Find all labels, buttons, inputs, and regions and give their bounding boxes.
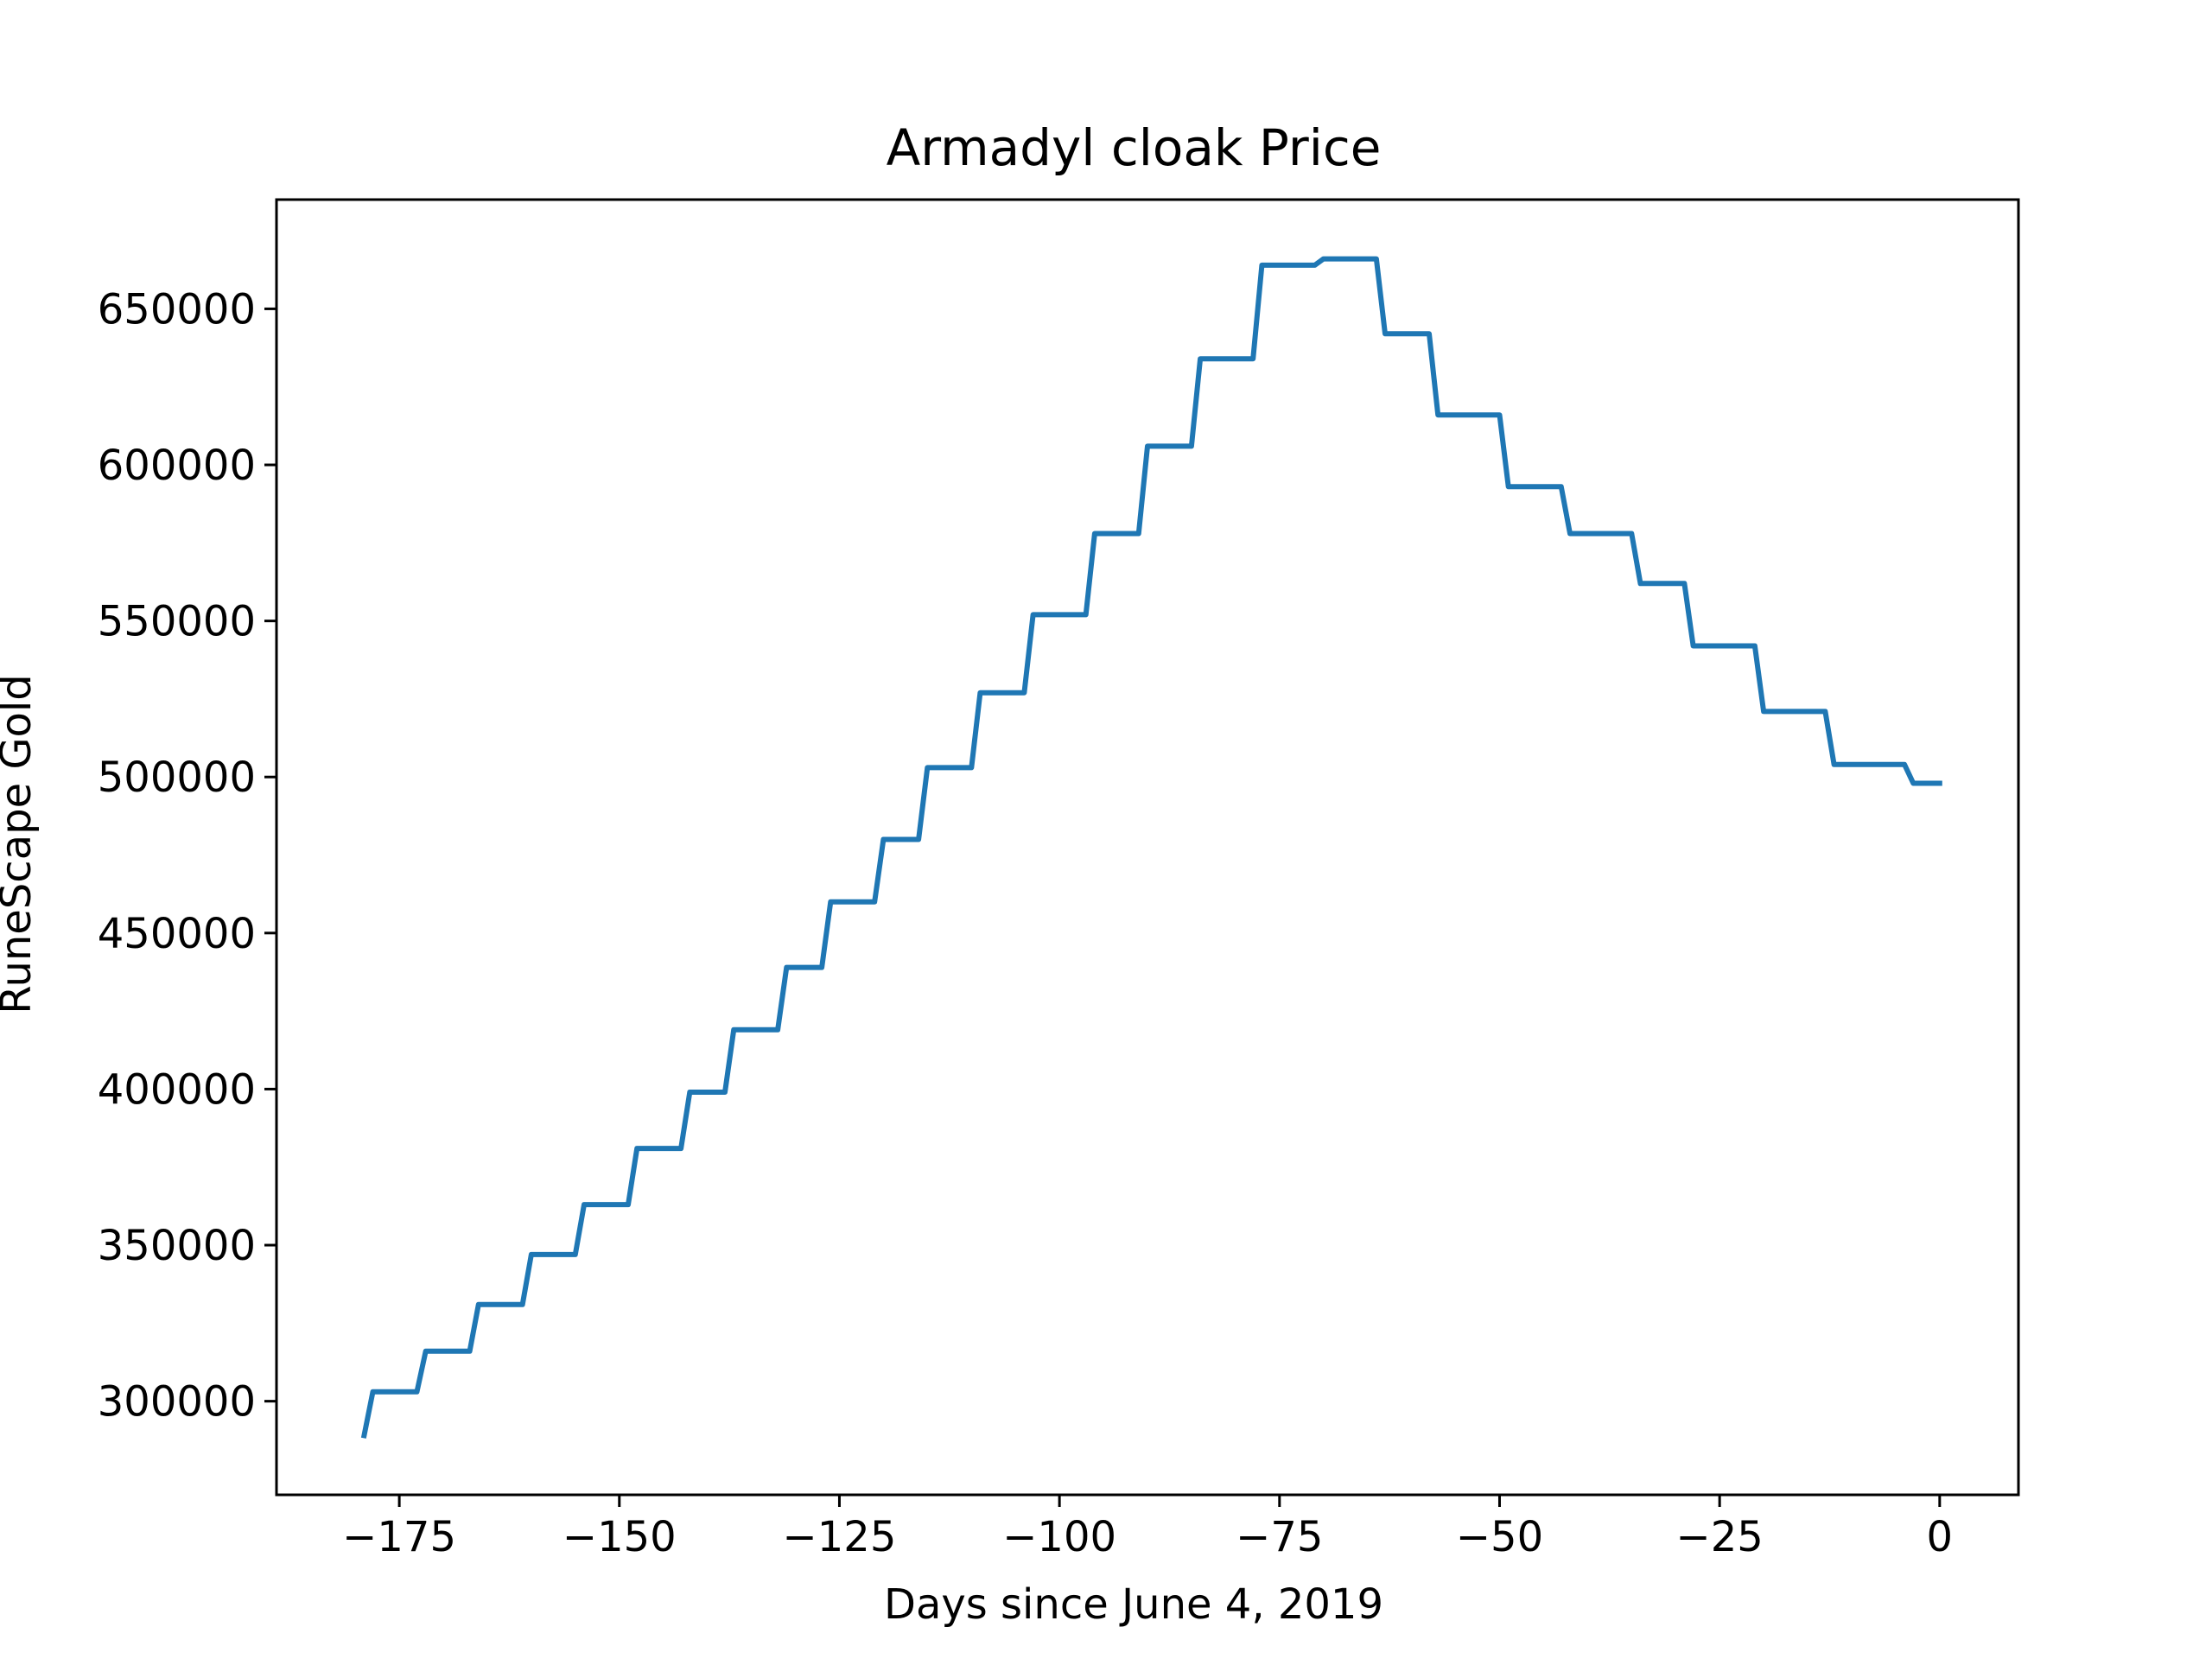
x-tick-label: −150 bbox=[563, 1513, 677, 1561]
y-tick-label: 450000 bbox=[98, 910, 256, 958]
y-tick-label: 400000 bbox=[98, 1065, 256, 1114]
x-axis-ticks: −175 −150 −125 −100 −75 −50 −25 0 bbox=[342, 1495, 1953, 1561]
x-tick-label: 0 bbox=[1927, 1513, 1954, 1561]
y-axis-ticks: 300000 350000 400000 450000 500000 550000 6000… bbox=[98, 285, 276, 1427]
y-tick-label: 500000 bbox=[98, 753, 256, 802]
y-axis-label: RuneScape Gold bbox=[0, 674, 41, 1014]
y-tick-label: 350000 bbox=[98, 1222, 256, 1270]
y-tick-label: 650000 bbox=[98, 285, 256, 334]
axes-frame bbox=[275, 198, 2020, 1497]
x-tick-label: −100 bbox=[1002, 1513, 1116, 1561]
x-tick-label: −125 bbox=[783, 1513, 897, 1561]
x-tick-label: −175 bbox=[342, 1513, 456, 1561]
x-tick-label: −25 bbox=[1676, 1513, 1764, 1561]
plot-area bbox=[275, 198, 2020, 1497]
y-tick-label: 600000 bbox=[98, 442, 256, 490]
x-axis-label: Days since June 4, 2019 bbox=[884, 1580, 1383, 1629]
y-tick-label: 550000 bbox=[98, 598, 256, 646]
x-tick-label: −75 bbox=[1236, 1513, 1323, 1561]
series-line-price bbox=[360, 256, 1942, 1439]
chart-title: Armadyl cloak Price bbox=[887, 118, 1382, 177]
y-tick-label: 300000 bbox=[98, 1378, 256, 1427]
x-tick-label: −50 bbox=[1456, 1513, 1543, 1561]
